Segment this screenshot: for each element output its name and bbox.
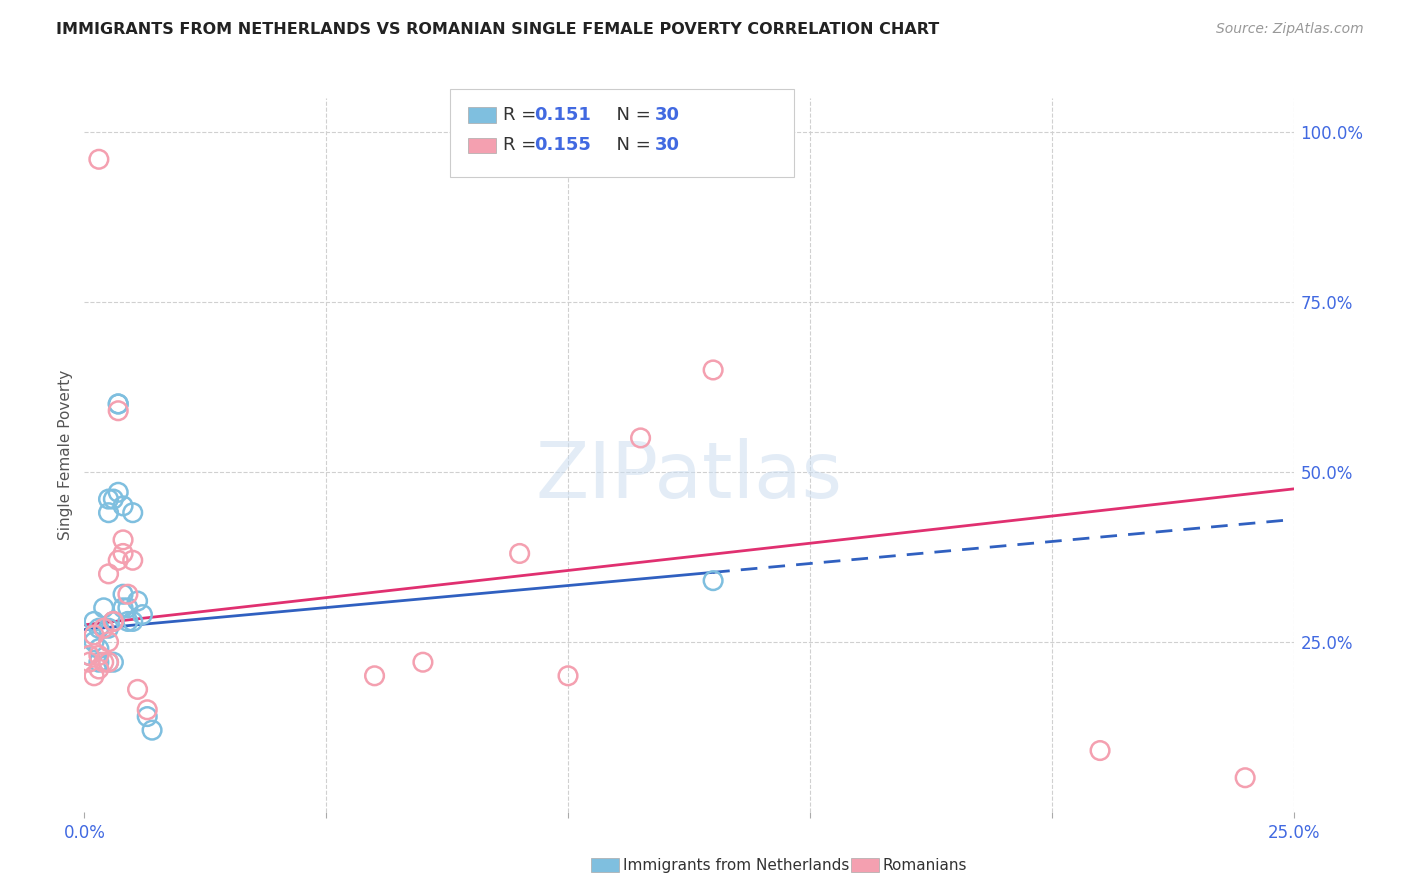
Text: 30: 30: [655, 136, 681, 154]
Point: [103, 615, 125, 629]
Point: [97, 621, 120, 635]
Point: [121, 506, 143, 520]
Point: [112, 546, 135, 560]
Point: [702, 574, 724, 588]
Point: [136, 709, 159, 723]
Point: [557, 669, 579, 683]
Point: [107, 485, 129, 500]
Text: Immigrants from Netherlands: Immigrants from Netherlands: [623, 858, 849, 872]
Point: [87, 153, 110, 167]
Point: [83, 669, 105, 683]
Text: 0.155: 0.155: [534, 136, 591, 154]
Text: Source: ZipAtlas.com: Source: ZipAtlas.com: [1216, 22, 1364, 37]
Point: [107, 553, 129, 567]
Point: [117, 600, 139, 615]
Point: [83, 635, 105, 649]
Point: [112, 600, 135, 615]
Point: [87, 641, 110, 656]
Point: [103, 492, 125, 507]
Point: [97, 635, 120, 649]
Text: N =: N =: [605, 136, 657, 154]
Point: [131, 607, 153, 622]
Point: [136, 703, 159, 717]
Point: [77, 655, 100, 669]
Point: [87, 655, 110, 669]
Point: [702, 363, 724, 377]
Point: [363, 669, 385, 683]
Point: [112, 533, 135, 547]
Point: [87, 621, 110, 635]
Point: [83, 628, 105, 642]
Point: [1088, 743, 1111, 757]
Text: 30: 30: [655, 106, 681, 124]
Text: R =: R =: [503, 136, 543, 154]
Point: [412, 655, 434, 669]
Point: [127, 594, 149, 608]
Point: [103, 655, 125, 669]
Point: [107, 397, 129, 411]
Point: [117, 587, 139, 601]
Text: R =: R =: [503, 106, 543, 124]
Point: [97, 492, 120, 507]
Point: [141, 723, 163, 738]
Point: [87, 648, 110, 663]
Point: [112, 587, 135, 601]
Point: [93, 621, 115, 635]
Text: 0.151: 0.151: [534, 106, 591, 124]
Point: [112, 499, 135, 513]
Text: IMMIGRANTS FROM NETHERLANDS VS ROMANIAN SINGLE FEMALE POVERTY CORRELATION CHART: IMMIGRANTS FROM NETHERLANDS VS ROMANIAN …: [56, 22, 939, 37]
Point: [1234, 771, 1257, 785]
Point: [103, 615, 125, 629]
Point: [509, 546, 531, 560]
Point: [630, 431, 652, 445]
Point: [83, 615, 105, 629]
Point: [121, 553, 143, 567]
Y-axis label: Single Female Poverty: Single Female Poverty: [58, 370, 73, 540]
Point: [103, 615, 125, 629]
Point: [97, 655, 120, 669]
Point: [77, 648, 100, 663]
Point: [87, 662, 110, 676]
Point: [97, 566, 120, 581]
Point: [97, 506, 120, 520]
Point: [127, 682, 149, 697]
Text: Romanians: Romanians: [883, 858, 967, 872]
Point: [77, 648, 100, 663]
Point: [107, 397, 129, 411]
Text: ZIPatlas: ZIPatlas: [536, 438, 842, 515]
Point: [107, 403, 129, 417]
Point: [97, 655, 120, 669]
Point: [93, 621, 115, 635]
Point: [93, 655, 115, 669]
Text: N =: N =: [605, 106, 657, 124]
Point: [121, 615, 143, 629]
Point: [93, 600, 115, 615]
Point: [117, 615, 139, 629]
